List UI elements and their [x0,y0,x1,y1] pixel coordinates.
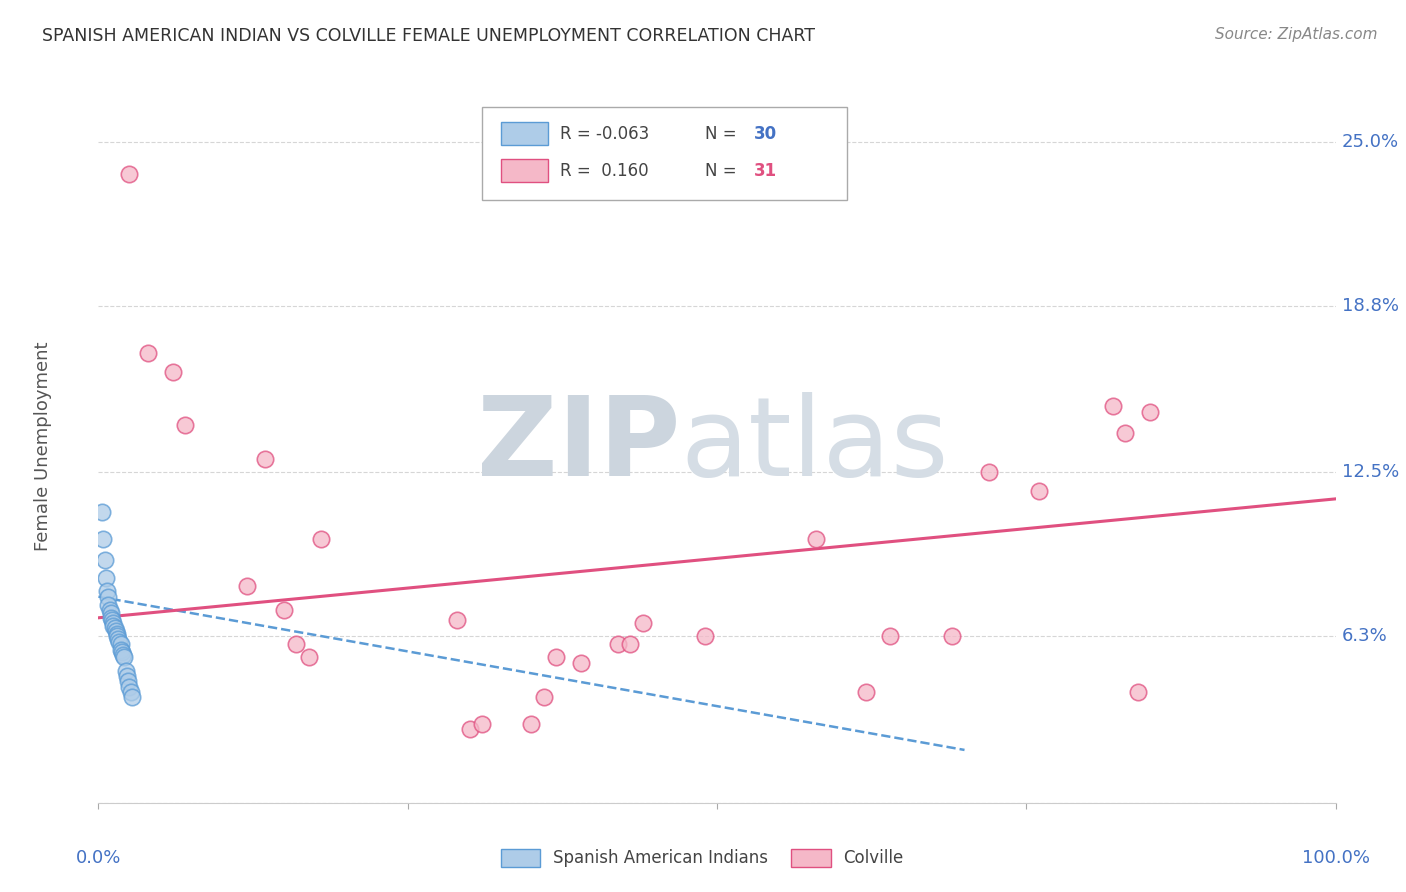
Point [533,690,555,704]
Point [458,722,481,736]
Point [112,648,135,662]
Point [546,650,568,665]
Point [118,167,141,181]
Point [1102,400,1125,414]
Text: N =: N = [704,162,737,180]
Point [108,634,131,648]
Text: SPANISH AMERICAN INDIAN VS COLVILLE FEMALE UNEMPLOYMENT CORRELATION CHART: SPANISH AMERICAN INDIAN VS COLVILLE FEMA… [42,27,815,45]
Point [254,452,277,467]
Point [120,685,142,699]
Point [446,614,468,628]
Point [112,650,135,665]
Point [98,603,121,617]
Text: 100.0%: 100.0% [1302,849,1369,867]
Point [1114,425,1136,440]
Point [103,618,125,632]
Text: 30: 30 [754,125,778,143]
Text: N =: N = [704,125,737,143]
Point [117,674,139,689]
Point [118,680,141,694]
Text: atlas: atlas [681,392,949,500]
Point [520,716,543,731]
Text: Female Unemployment: Female Unemployment [34,342,52,550]
Point [162,365,184,379]
Text: 0.0%: 0.0% [76,849,121,867]
Point [309,532,332,546]
Text: 31: 31 [754,162,778,180]
Point [100,611,122,625]
Point [110,637,132,651]
Point [101,614,124,628]
Point [107,632,129,646]
Point [855,685,877,699]
Point [103,616,125,631]
Point [236,579,259,593]
Point [273,603,295,617]
Point [285,637,308,651]
Point [114,664,136,678]
Point [100,606,122,620]
Point [569,656,592,670]
Point [97,590,120,604]
Point [174,417,197,432]
Point [136,346,159,360]
Point [298,650,321,665]
Point [105,629,128,643]
Bar [501,122,547,145]
Text: 12.5%: 12.5% [1341,464,1399,482]
Point [115,669,138,683]
Text: 25.0%: 25.0% [1341,133,1399,151]
Point [941,629,963,643]
Point [979,466,1001,480]
Point [693,629,716,643]
Point [93,552,115,566]
Point [1139,404,1161,418]
Text: Spanish American Indians: Spanish American Indians [553,849,768,867]
Point [471,716,494,731]
Bar [501,849,540,867]
Text: 18.8%: 18.8% [1341,297,1399,315]
Point [631,616,654,631]
Point [105,626,128,640]
Point [96,584,118,599]
Bar [792,849,831,867]
Text: Colville: Colville [844,849,904,867]
Text: R = -0.063: R = -0.063 [560,125,650,143]
Point [607,637,630,651]
Point [94,571,117,585]
Point [1028,483,1050,498]
Text: 6.3%: 6.3% [1341,627,1388,645]
Point [104,624,127,638]
Point [619,637,641,651]
Point [879,629,901,643]
Point [93,532,115,546]
Text: ZIP: ZIP [477,392,681,500]
Point [110,642,132,657]
Text: R =  0.160: R = 0.160 [560,162,648,180]
Bar [501,159,547,182]
Point [804,532,827,546]
Point [1126,685,1149,699]
Text: Source: ZipAtlas.com: Source: ZipAtlas.com [1215,27,1378,42]
Point [121,690,143,704]
Point [97,598,120,612]
Point [103,621,125,635]
Point [91,505,114,519]
FancyBboxPatch shape [482,107,846,200]
Point [111,645,134,659]
